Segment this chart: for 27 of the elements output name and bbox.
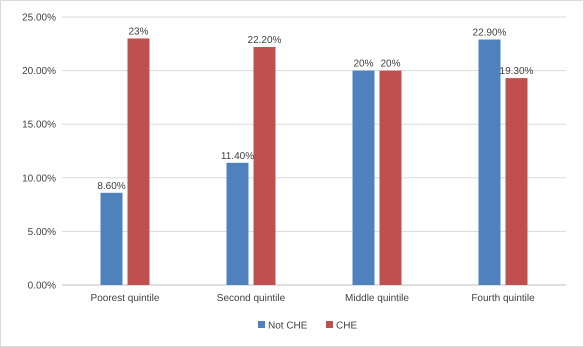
data-label: 20% (380, 58, 401, 70)
y-tick-label: 5.00% (28, 226, 56, 238)
legend-label: CHE (336, 320, 358, 332)
x-tick-label: Second quintile (216, 293, 286, 304)
x-tick-label: Poorest quintile (90, 293, 160, 304)
data-label: 20% (353, 58, 374, 70)
bar (100, 192, 122, 285)
bar (226, 162, 248, 285)
y-tick-label: 15.00% (22, 120, 56, 131)
bar (478, 40, 500, 285)
bar (506, 78, 528, 285)
data-label: 8.60% (97, 180, 126, 192)
legend-label: Not CHE (268, 320, 308, 332)
x-tick-label: Fourth quintile (471, 293, 536, 304)
bar (128, 38, 150, 285)
data-label: 11.40% (220, 150, 254, 162)
data-label: 22.20% (248, 35, 282, 46)
bar (352, 70, 374, 285)
bar (380, 70, 402, 285)
y-tick-label: 20.00% (22, 66, 56, 78)
y-tick-label: 10.00% (22, 173, 56, 184)
data-label: 23% (128, 26, 149, 38)
y-tick-label: 25.00% (22, 12, 56, 24)
x-tick-label: Middle quintile (345, 293, 410, 304)
data-label: 22.90% (472, 28, 507, 39)
bar (254, 47, 276, 285)
y-tick-label: 0.00% (28, 280, 56, 292)
